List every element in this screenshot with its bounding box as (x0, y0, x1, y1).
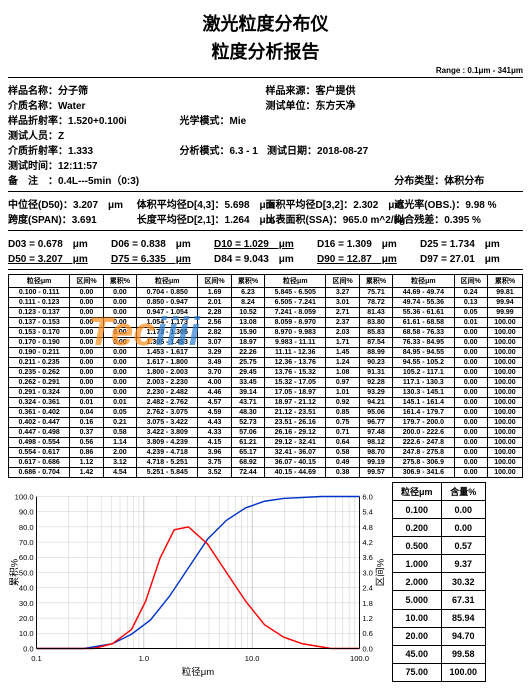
xlabel: 粒径μm (182, 666, 214, 678)
svg-text:1.8: 1.8 (362, 599, 373, 608)
svg-text:20.0: 20.0 (19, 614, 34, 623)
test-date: 测试日期：2018-08-27 (267, 142, 396, 157)
svg-text:0.1: 0.1 (31, 654, 42, 663)
analysis-mode: 分析模式：6.3 - 1 (179, 142, 267, 157)
svg-text:40.0: 40.0 (19, 584, 34, 593)
smd: 面积平均径D[3,2]：2.302 μm (266, 196, 395, 211)
d10: D10 = 1.029 μm (214, 235, 317, 250)
sample-name: 样品名称：分子筛 (8, 82, 266, 97)
tester: 测试人员：Z (8, 127, 266, 142)
svg-text:区间%: 区间% (374, 558, 386, 586)
svg-text:80.0: 80.0 (19, 523, 34, 532)
d06: D06 = 0.838 μm (111, 235, 214, 250)
stats-section: 中位径(D50)：3.207 μm 体积平均径D[4,3]：5.698 μm 面… (8, 191, 523, 230)
sum-h2: 含量% (441, 483, 486, 501)
d03: D03 = 0.678 μm (8, 235, 111, 250)
svg-text:10.0: 10.0 (19, 629, 34, 638)
sample-source: 样品来源：客户提供 (266, 82, 524, 97)
title-1: 激光粒度分布仪 (8, 10, 523, 36)
lmd: 长度平均径D[2,1]：1.264 μm (137, 211, 266, 226)
svg-text:70.0: 70.0 (19, 538, 34, 547)
dist-type: 分布类型：体积分布 (394, 172, 523, 187)
d75: D75 = 6.335 μm (111, 250, 214, 265)
svg-text:100.0: 100.0 (350, 654, 369, 663)
d25: D25 = 1.734 μm (420, 235, 523, 250)
distribution-table: 粒径μm区间%累积%粒径μm区间%累积%粒径μm区间%累积%粒径μm区间%累积%… (8, 274, 523, 478)
d50v: D50 = 3.207 μm (8, 250, 111, 265)
span: 跨度(SPAN)：3.691 (8, 211, 137, 226)
svg-text:4.2: 4.2 (362, 538, 373, 547)
svg-text:0.0: 0.0 (23, 644, 34, 653)
medium-ri: 介质折射率：1.333 (8, 142, 179, 157)
note: 备 注 ：0.4L---5min（0:3) (8, 172, 394, 187)
title-2: 粒度分析报告 (8, 38, 523, 64)
svg-text:90.0: 90.0 (19, 508, 34, 517)
info-section: 样品名称：分子筛 样品来源：客户提供 介质名称：Water 测试单位：东方天净 … (8, 77, 523, 191)
obs: 遮光率(OBS.)：9.98 % (394, 196, 523, 211)
sample-ri: 样品折射率：1.520+0.100i (8, 112, 179, 127)
svg-text:2.4: 2.4 (362, 584, 373, 593)
svg-text:5.4: 5.4 (362, 508, 373, 517)
svg-text:累积%: 累积% (9, 558, 21, 586)
d84: D84 = 9.043 μm (214, 250, 317, 265)
svg-text:4.8: 4.8 (362, 523, 373, 532)
vmd: 体积平均径D[4,3]：5.698 μm (137, 196, 266, 211)
range-label: Range : 0.1μm - 341μm (8, 66, 523, 75)
svg-text:6.0: 6.0 (362, 492, 373, 501)
ssa: 比表面积(SSA)：965.0 m^2/kg (266, 211, 395, 226)
svg-text:30.0: 30.0 (19, 599, 34, 608)
test-time: 测试时间：12:11:57 (8, 157, 137, 172)
medium-name: 介质名称：Water (8, 97, 266, 112)
svg-text:50.0: 50.0 (19, 568, 34, 577)
sum-h1: 粒径μm (393, 483, 442, 501)
d90: D90 = 12.87 μm (317, 250, 420, 265)
d97: D97 = 27.01 μm (420, 250, 523, 265)
summary-table: 粒径μm含量% 0.1000.000.2000.000.5000.571.000… (392, 482, 486, 682)
svg-text:1.2: 1.2 (362, 614, 373, 623)
distribution-chart: 0.0 10.0 20.0 30.0 40.0 50.0 60.0 70.0 80.0 90.0 1… (8, 482, 388, 682)
svg-text:3.6: 3.6 (362, 553, 373, 562)
test-unit: 测试单位：东方天净 (266, 97, 524, 112)
svg-text:0.0: 0.0 (362, 644, 373, 653)
svg-text:3.0: 3.0 (362, 568, 373, 577)
optical-mode: 光学模式：Mie (179, 112, 267, 127)
d50: 中位径(D50)：3.207 μm (8, 196, 137, 211)
svg-text:0.6: 0.6 (362, 629, 373, 638)
d16: D16 = 1.309 μm (317, 235, 420, 250)
fit: 拟合残差：0.395 % (394, 211, 523, 226)
svg-text:1.0: 1.0 (139, 654, 150, 663)
svg-text:100.0: 100.0 (15, 492, 34, 501)
svg-text:60.0: 60.0 (19, 553, 34, 562)
dvalues-section: D03 = 0.678 μm D06 = 0.838 μm D10 = 1.02… (8, 230, 523, 269)
svg-text:10.0: 10.0 (245, 654, 260, 663)
